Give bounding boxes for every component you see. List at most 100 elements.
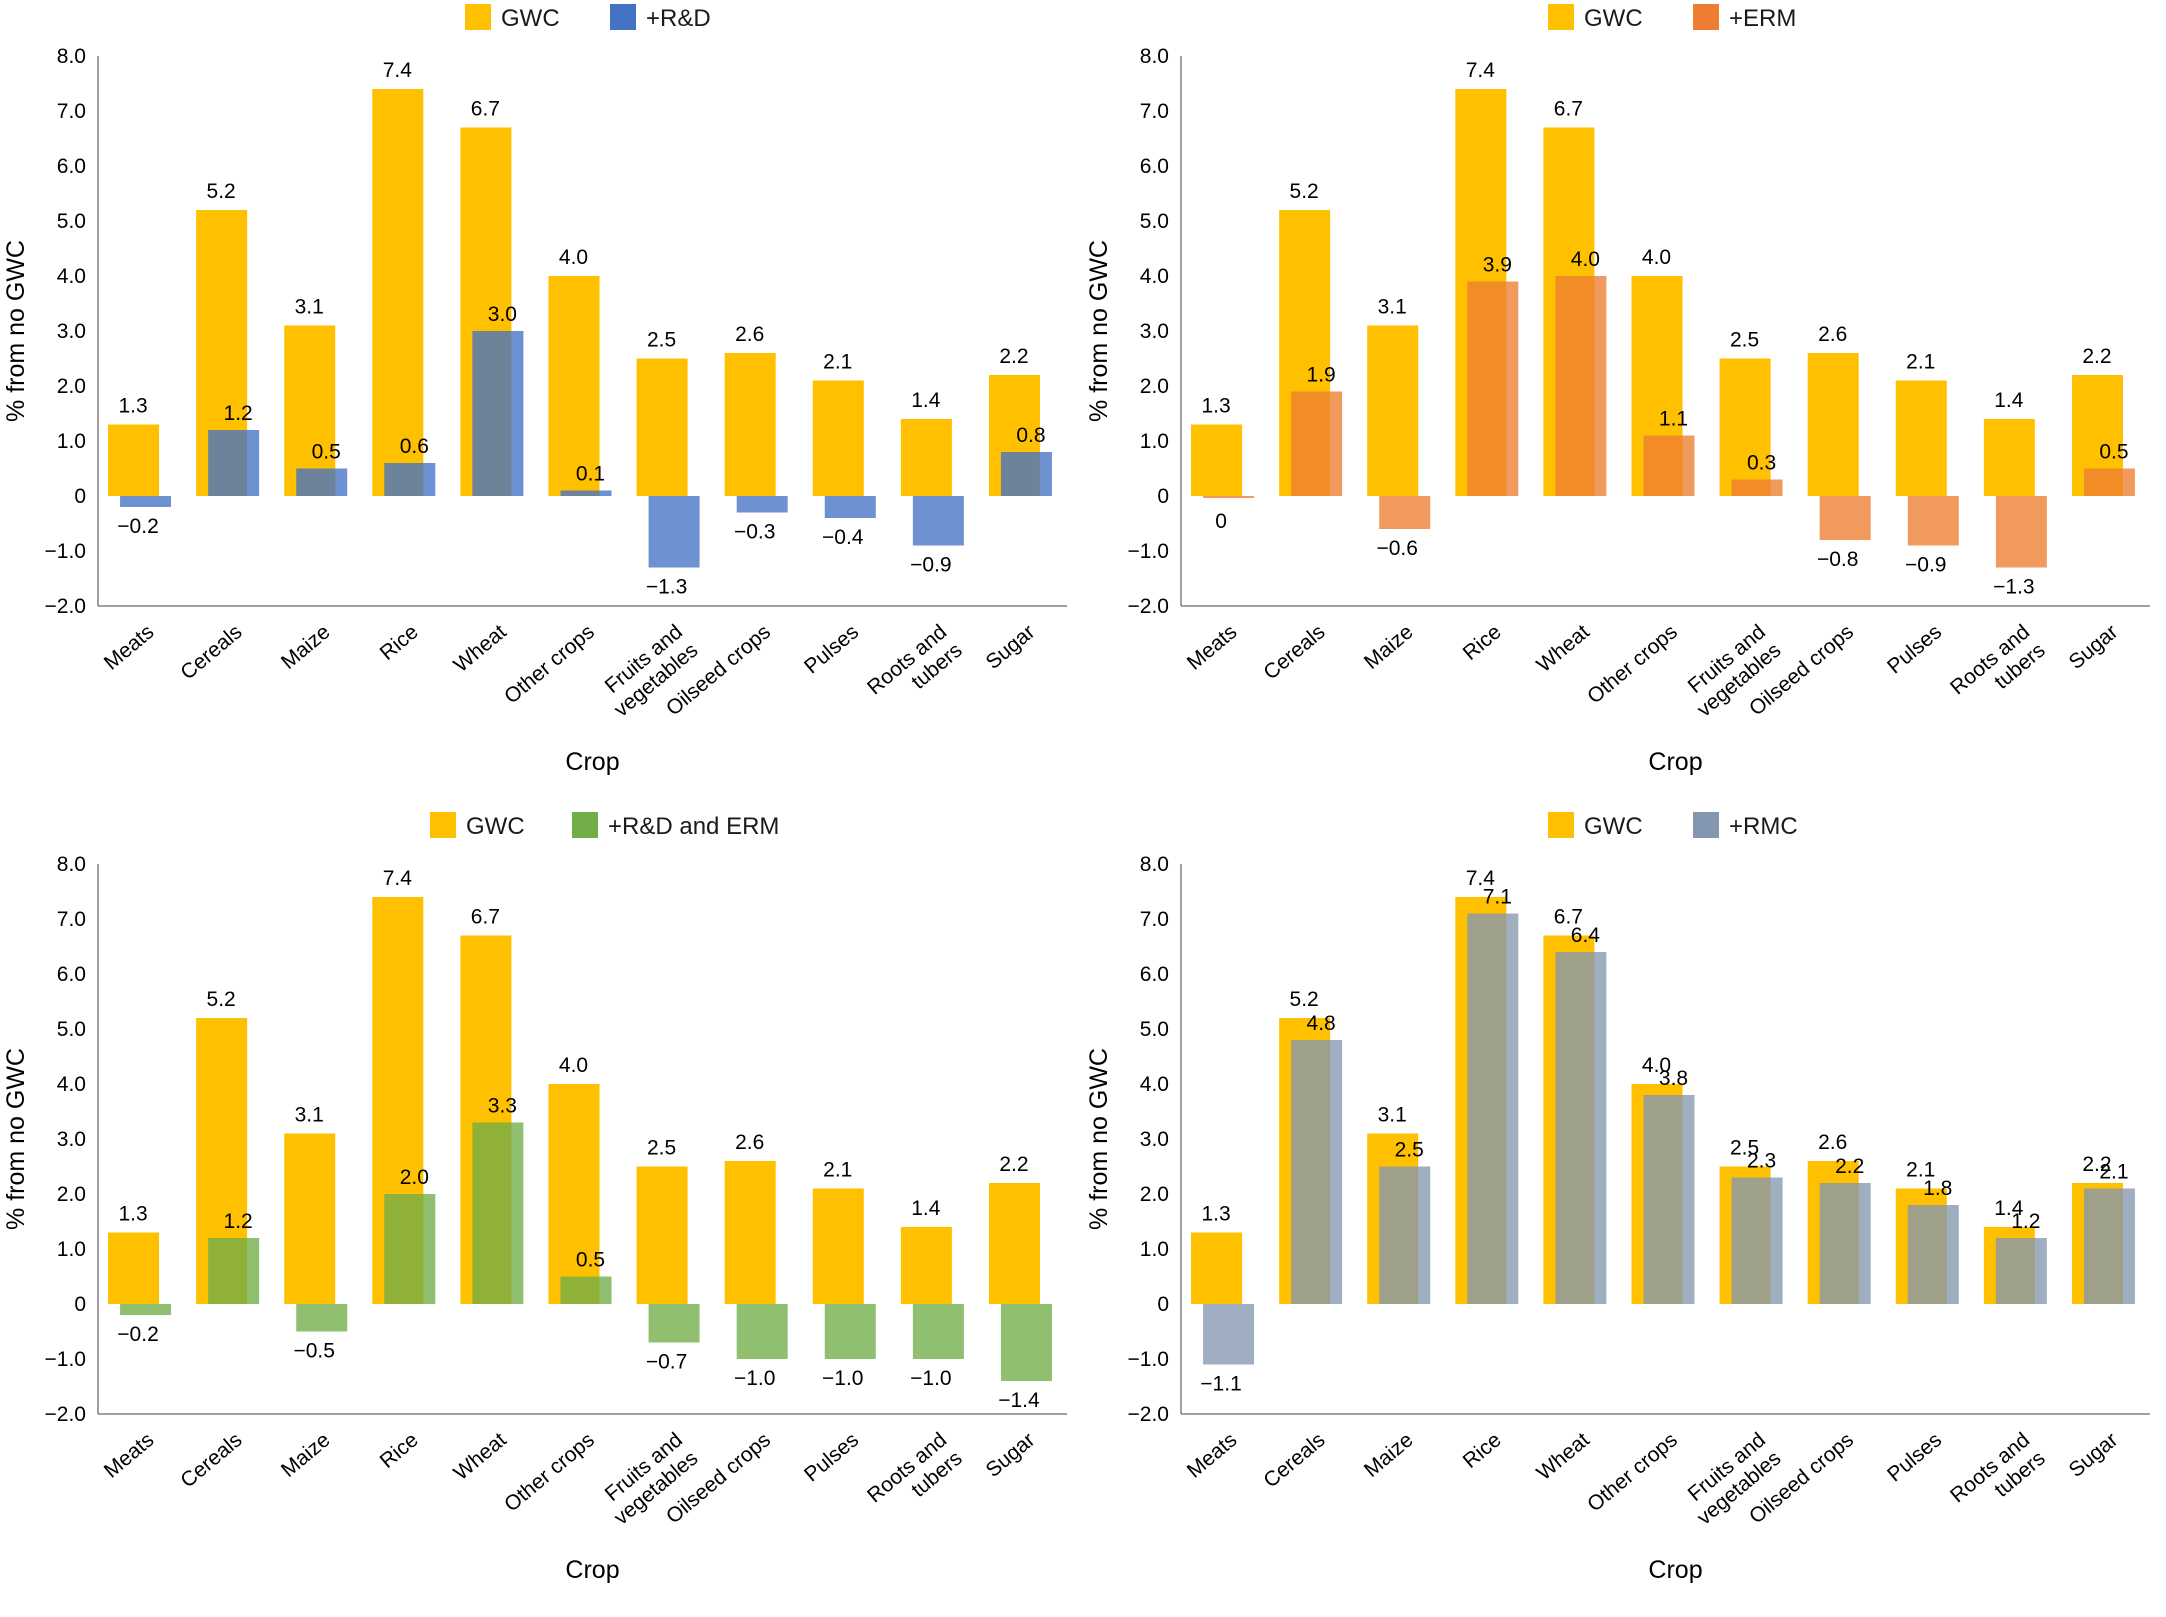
chart-svg: GWC +RMC 8.0 7.0 6.0 5.0 4.0 3.0 2.0 1.0 0 −1.0 −2.0… bbox=[1085, 812, 2150, 1584]
data-label-gwc: 1.3 bbox=[1201, 1203, 1230, 1226]
x-tick-label-line: Maize bbox=[277, 620, 335, 674]
x-tick-label-line: Wheat bbox=[449, 620, 510, 677]
x-axis-title: Crop bbox=[565, 748, 619, 776]
data-label-comparison: 3.0 bbox=[488, 303, 517, 326]
y-tick-label: 2.0 bbox=[1140, 375, 1169, 398]
data-label-gwc: 1.4 bbox=[911, 389, 941, 412]
bar-comparison-1 bbox=[208, 1238, 260, 1304]
data-label-gwc: 1.3 bbox=[1201, 395, 1230, 418]
y-axis-title: % from no GWC bbox=[2, 1048, 30, 1230]
bar-gwc-7 bbox=[724, 353, 776, 496]
bar-gwc-6 bbox=[1719, 358, 1771, 496]
data-label-comparison: 1.2 bbox=[2011, 1210, 2040, 1233]
x-tick-label: Cereals bbox=[1259, 1428, 1329, 1492]
bar-comparison-8 bbox=[824, 1304, 876, 1359]
data-label-comparison: 2.5 bbox=[1395, 1139, 1424, 1162]
x-tick-label: Sugar bbox=[982, 620, 1040, 674]
data-label-gwc: 2.2 bbox=[2082, 345, 2111, 368]
bar-comparison-10 bbox=[2083, 1188, 2135, 1304]
x-tick-label: Other crops bbox=[500, 620, 599, 708]
x-tick-label: Sugar bbox=[2065, 1428, 2123, 1482]
legend-swatch-0 bbox=[1548, 812, 1574, 838]
data-label-gwc: 6.7 bbox=[1554, 906, 1583, 929]
data-label-gwc: 2.5 bbox=[647, 329, 676, 352]
bar-gwc-9 bbox=[900, 419, 952, 496]
y-tick-label: 4.0 bbox=[57, 1073, 86, 1096]
data-label-gwc: 7.4 bbox=[383, 867, 413, 890]
data-label-comparison: 2.1 bbox=[2099, 1161, 2128, 1184]
y-tick-label: 3.0 bbox=[57, 1128, 86, 1151]
data-label-gwc: 6.7 bbox=[471, 906, 500, 929]
bar-comparison-4 bbox=[1555, 952, 1607, 1304]
data-label-gwc: 2.6 bbox=[1818, 323, 1847, 346]
bar-comparison-2 bbox=[296, 1304, 348, 1332]
x-tick-label-line: Pulses bbox=[800, 1428, 863, 1486]
bar-comparison-9 bbox=[1995, 1238, 2047, 1304]
x-tick-label: Other crops bbox=[1583, 620, 1682, 708]
legend-label-1: +R&D and ERM bbox=[608, 813, 779, 840]
x-tick-label-line: Sugar bbox=[2065, 1428, 2123, 1482]
data-label-comparison: −0.2 bbox=[117, 1323, 158, 1346]
data-label-gwc: 5.2 bbox=[207, 180, 236, 203]
bar-comparison-0 bbox=[1203, 496, 1255, 498]
chart-panel-bottom-right: GWC +RMC 8.0 7.0 6.0 5.0 4.0 3.0 2.0 1.0 0 −1.0 −2.0… bbox=[1083, 808, 2166, 1616]
legend-label-1: +R&D bbox=[646, 5, 711, 32]
legend-swatch-1 bbox=[610, 4, 636, 30]
x-tick-label: Other crops bbox=[500, 1428, 599, 1516]
bar-gwc-5 bbox=[548, 1084, 600, 1304]
bar-gwc-6 bbox=[636, 1166, 688, 1304]
bar-comparison-5 bbox=[560, 1276, 612, 1304]
bar-comparison-3 bbox=[384, 1194, 436, 1304]
data-label-gwc: 3.1 bbox=[295, 296, 324, 319]
legend-label-1: +ERM bbox=[1729, 5, 1796, 32]
data-label-gwc: 1.4 bbox=[911, 1197, 941, 1220]
x-tick-label: Wheat bbox=[1532, 620, 1593, 677]
data-label-gwc: 3.1 bbox=[1378, 1104, 1407, 1127]
data-label-comparison: 4.0 bbox=[1571, 248, 1600, 271]
y-tick-label: −1.0 bbox=[1128, 1348, 1169, 1371]
x-tick-label-line: Sugar bbox=[2065, 620, 2123, 674]
bar-comparison-1 bbox=[208, 430, 260, 496]
y-tick-label: 4.0 bbox=[1140, 1073, 1169, 1096]
y-tick-label: 5.0 bbox=[1140, 210, 1169, 233]
legend-label-0: GWC bbox=[466, 813, 525, 840]
bar-comparison-5 bbox=[1643, 435, 1695, 496]
data-label-comparison: 0.1 bbox=[576, 463, 605, 486]
x-tick-label-line: Meats bbox=[1183, 620, 1242, 674]
legend-swatch-1 bbox=[1693, 4, 1719, 30]
data-label-gwc: 2.5 bbox=[647, 1137, 676, 1160]
x-tick-label-line: Cereals bbox=[1259, 620, 1329, 684]
x-tick-label: Meats bbox=[1183, 1428, 1242, 1482]
x-tick-label-line: Maize bbox=[1360, 1428, 1418, 1482]
bar-comparison-10 bbox=[1000, 452, 1052, 496]
y-tick-label: 2.0 bbox=[1140, 1183, 1169, 1206]
data-label-comparison: 0 bbox=[1215, 510, 1227, 533]
chart-svg: GWC +ERM 8.0 7.0 6.0 5.0 4.0 3.0 2.0 1.0 0 −1.0 −2.0… bbox=[1085, 4, 2150, 776]
bar-gwc-9 bbox=[1983, 419, 2035, 496]
legend-swatch-0 bbox=[1548, 4, 1574, 30]
y-tick-label: 1.0 bbox=[57, 430, 86, 453]
bar-gwc-10 bbox=[988, 1183, 1040, 1304]
x-tick-label-line: Sugar bbox=[982, 620, 1040, 674]
x-tick-label: Sugar bbox=[2065, 620, 2123, 674]
bar-gwc-2 bbox=[284, 325, 336, 496]
bar-comparison-6 bbox=[1731, 1177, 1783, 1304]
y-tick-label: −2.0 bbox=[1128, 1403, 1169, 1426]
y-tick-label: 0 bbox=[74, 485, 86, 508]
data-label-comparison: −0.6 bbox=[1376, 537, 1417, 560]
x-tick-label: Cereals bbox=[1259, 620, 1329, 684]
bar-comparison-4 bbox=[1555, 276, 1607, 496]
data-label-gwc: 7.4 bbox=[1466, 59, 1496, 82]
bar-comparison-7 bbox=[1819, 496, 1871, 540]
x-tick-label-line: Cereals bbox=[1259, 1428, 1329, 1492]
y-tick-label: −2.0 bbox=[45, 1403, 86, 1426]
x-tick-label: Cereals bbox=[176, 620, 246, 684]
y-tick-label: 0 bbox=[74, 1293, 86, 1316]
x-tick-label-line: Other crops bbox=[500, 620, 599, 708]
x-tick-label: Sugar bbox=[982, 1428, 1040, 1482]
data-label-comparison: 0.8 bbox=[1016, 424, 1045, 447]
data-label-comparison: 6.4 bbox=[1571, 924, 1601, 947]
data-label-comparison: 2.0 bbox=[400, 1166, 429, 1189]
